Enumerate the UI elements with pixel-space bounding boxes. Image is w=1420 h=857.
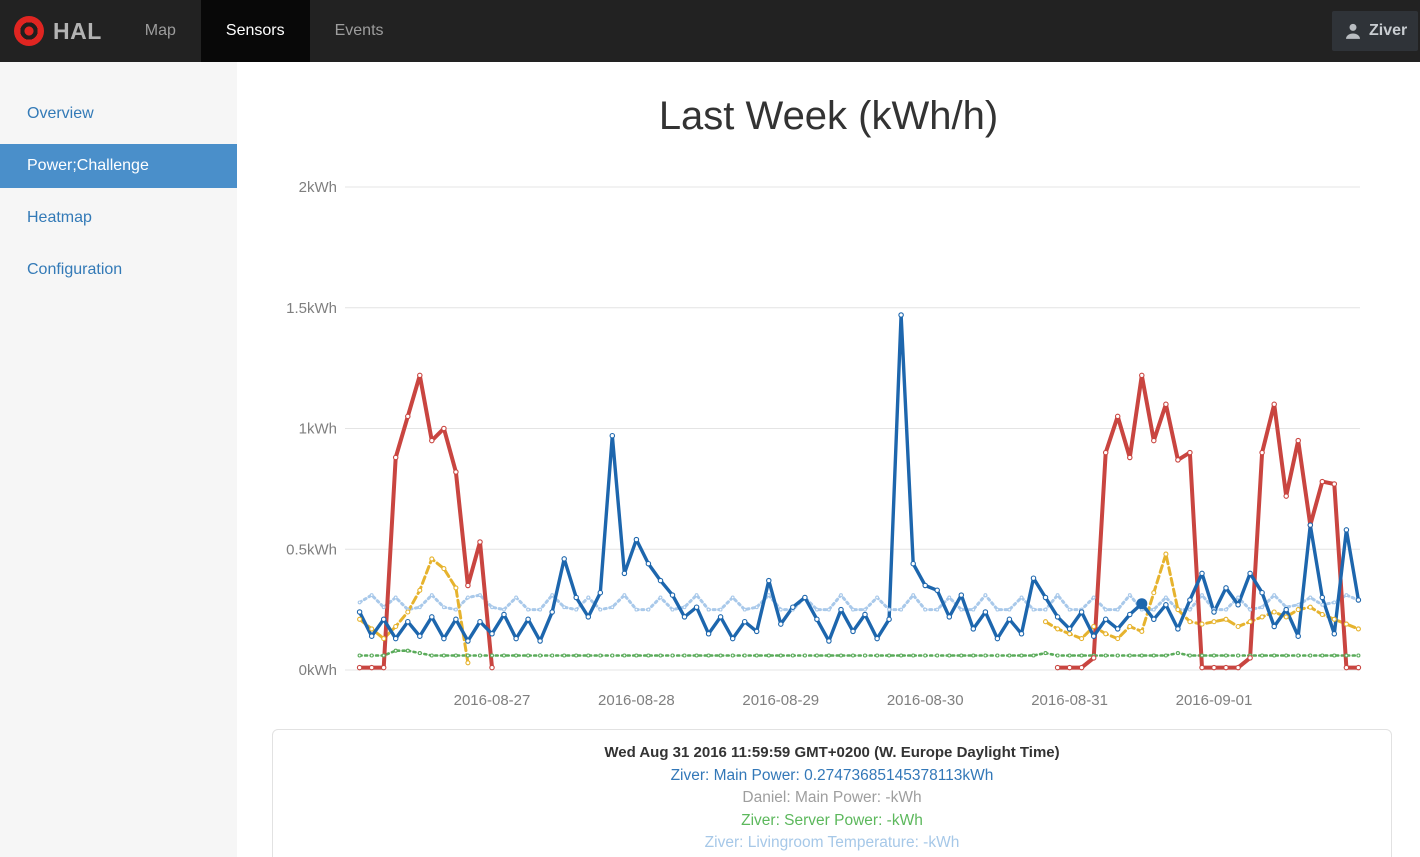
user-icon xyxy=(1346,23,1360,39)
power-line-chart[interactable]: 0kWh 0.5kWh 1kWh 1.5kWh 2kWh 2016-08-27 2016-0… xyxy=(237,62,1420,857)
nav-item-sensors[interactable]: Sensors xyxy=(200,0,310,62)
svg-text:2016-09-01: 2016-09-01 xyxy=(1176,692,1253,709)
svg-text:2016-08-29: 2016-08-29 xyxy=(742,692,819,709)
main-content: 0kWh 0.5kWh 1kWh 1.5kWh 2kWh 2016-08-27 2016-0… xyxy=(237,62,1420,857)
sidebar: Overview Power;Challenge Heatmap Configu… xyxy=(0,62,237,857)
nav-item-map[interactable]: Map xyxy=(144,22,176,39)
target-logo-icon xyxy=(14,16,44,46)
sidebar-item-overview[interactable]: Overview xyxy=(27,105,94,122)
svg-text:1kWh: 1kWh xyxy=(299,421,337,438)
top-navbar: HAL Map Sensors Events Ziver xyxy=(0,0,1420,62)
svg-text:2016-08-28: 2016-08-28 xyxy=(598,692,675,709)
legend-entry-daniel-main-power: Daniel: Main Power: -kWh xyxy=(742,789,922,807)
brand[interactable]: HAL xyxy=(0,0,120,62)
sidebar-item-heatmap[interactable]: Heatmap xyxy=(27,209,92,226)
svg-text:1.5kWh: 1.5kWh xyxy=(286,300,337,317)
legend-entry-livingroom-temperature: Ziver: Livingroom Temperature: -kWh xyxy=(704,834,960,852)
brand-label: HAL xyxy=(53,17,102,44)
legend-entry-main-power: Ziver: Main Power: 0.27473685145378113kW… xyxy=(670,766,994,784)
user-menu[interactable]: Ziver xyxy=(1332,11,1418,51)
page-title: Last Week (kWh/h) xyxy=(658,94,999,138)
svg-text:2kWh: 2kWh xyxy=(299,179,337,196)
sidebar-item-power-challenge[interactable]: Power;Challenge xyxy=(0,144,237,188)
nav-item-events[interactable]: Events xyxy=(334,22,384,39)
svg-text:2016-08-30: 2016-08-30 xyxy=(887,692,964,709)
svg-text:2016-08-27: 2016-08-27 xyxy=(454,692,531,709)
svg-text:0.5kWh: 0.5kWh xyxy=(286,541,337,558)
sidebar-item-configuration[interactable]: Configuration xyxy=(27,261,123,278)
legend-entry-server-power: Ziver: Server Power: -kWh xyxy=(741,811,923,829)
svg-text:2016-08-31: 2016-08-31 xyxy=(1031,692,1108,709)
legend-timestamp: Wed Aug 31 2016 11:59:59 GMT+0200 (W. Eu… xyxy=(604,744,1060,761)
svg-text:0kWh: 0kWh xyxy=(299,662,337,679)
user-name: Ziver xyxy=(1369,22,1408,39)
legend-panel: Wed Aug 31 2016 11:59:59 GMT+0200 (W. Eu… xyxy=(272,729,1392,857)
